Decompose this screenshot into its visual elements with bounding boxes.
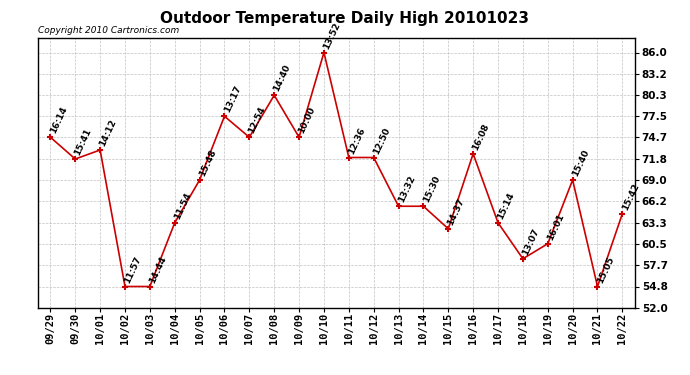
Text: 12:50: 12:50 bbox=[371, 126, 392, 156]
Text: 12:36: 12:36 bbox=[346, 126, 367, 156]
Text: 16:08: 16:08 bbox=[471, 122, 491, 152]
Text: 15:40: 15:40 bbox=[571, 148, 591, 178]
Text: 15:48: 15:48 bbox=[197, 148, 218, 178]
Text: 11:54: 11:54 bbox=[172, 191, 193, 221]
Text: 11:57: 11:57 bbox=[123, 255, 143, 285]
Text: 14:37: 14:37 bbox=[446, 197, 466, 227]
Text: 16:14: 16:14 bbox=[48, 105, 68, 135]
Text: 13:17: 13:17 bbox=[222, 84, 243, 114]
Text: 16:01: 16:01 bbox=[546, 212, 566, 242]
Text: 12:54: 12:54 bbox=[247, 105, 268, 135]
Text: 14:12: 14:12 bbox=[98, 118, 118, 148]
Text: Outdoor Temperature Daily High 20101023: Outdoor Temperature Daily High 20101023 bbox=[161, 11, 529, 26]
Text: 14:40: 14:40 bbox=[272, 63, 293, 93]
Text: 13:32: 13:32 bbox=[396, 175, 417, 204]
Text: 14:44: 14:44 bbox=[148, 255, 168, 285]
Text: 15:30: 15:30 bbox=[421, 175, 442, 204]
Text: 10:00: 10:00 bbox=[297, 106, 317, 135]
Text: 13:07: 13:07 bbox=[521, 227, 541, 257]
Text: 15:41: 15:41 bbox=[73, 127, 93, 157]
Text: 15:42: 15:42 bbox=[620, 182, 640, 212]
Text: 15:14: 15:14 bbox=[496, 191, 516, 221]
Text: Copyright 2010 Cartronics.com: Copyright 2010 Cartronics.com bbox=[38, 26, 179, 35]
Text: 15:05: 15:05 bbox=[595, 255, 615, 285]
Text: 13:52: 13:52 bbox=[322, 21, 342, 51]
